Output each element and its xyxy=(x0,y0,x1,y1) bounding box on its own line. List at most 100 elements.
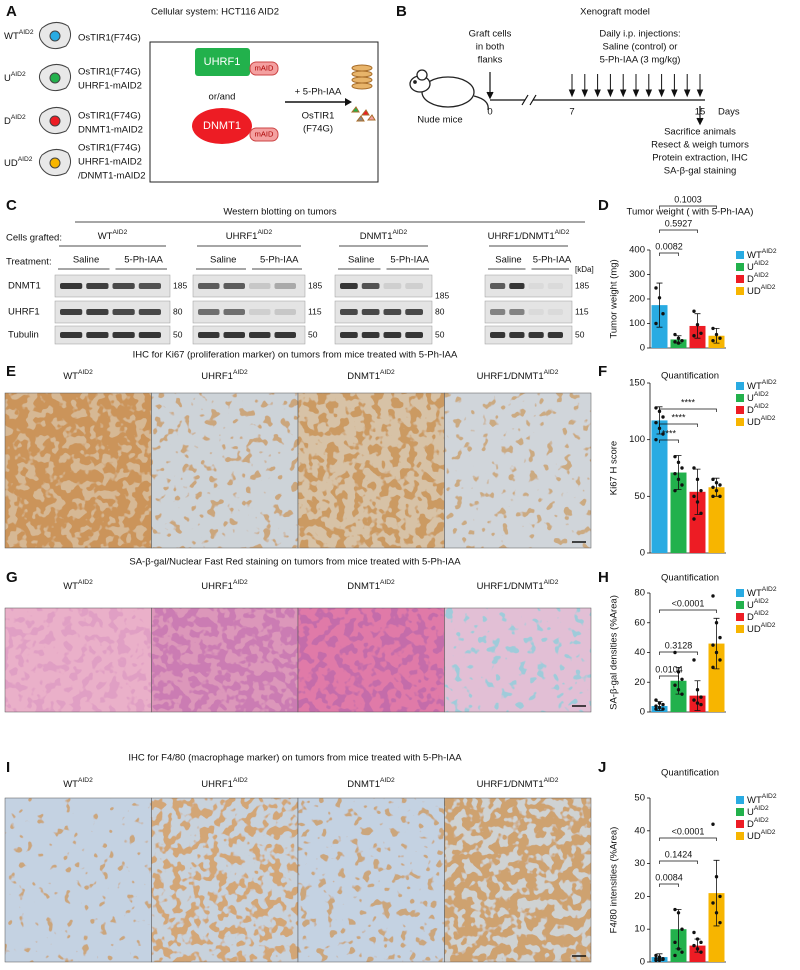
comparison-label: **** xyxy=(671,412,686,422)
data-point xyxy=(654,286,658,290)
image-column-label-superscript: AID2 xyxy=(544,369,559,376)
arrowhead xyxy=(607,89,614,98)
data-point xyxy=(692,466,696,470)
band xyxy=(60,332,83,338)
legend-label: UAID2 xyxy=(747,391,769,403)
error-bar xyxy=(713,617,720,670)
comparison-bracket xyxy=(659,883,679,887)
legend-swatch xyxy=(736,796,744,804)
image-column-label: UHRF1AID2 xyxy=(201,579,248,591)
band xyxy=(528,283,544,289)
treatment-label: Saline xyxy=(210,255,236,266)
legend-label: WTAID2 xyxy=(747,248,777,260)
data-point xyxy=(699,940,703,945)
mw-marker: 50 xyxy=(435,329,445,339)
genotype: OsTIR1(F74G) xyxy=(78,33,141,44)
data-point xyxy=(673,953,677,958)
band xyxy=(383,309,402,315)
image-column-label-base: WT xyxy=(63,779,78,790)
arrowhead xyxy=(619,89,627,98)
data-point xyxy=(711,494,715,499)
data-point xyxy=(711,665,715,670)
image-column-label: UHRF1AID2 xyxy=(201,369,248,381)
legend-label: DAID2 xyxy=(747,272,769,284)
y-tick-label: 300 xyxy=(629,269,645,280)
data-point xyxy=(673,471,677,476)
cell-label-base: UD xyxy=(4,158,18,169)
treatment-label: 5-Ph-IAA xyxy=(260,255,299,266)
micrograph xyxy=(298,608,445,712)
image-column-label: DNMT1AID2 xyxy=(347,579,395,591)
bar xyxy=(689,491,706,553)
legend-label-base: WT xyxy=(747,795,762,806)
blot xyxy=(484,274,573,298)
band xyxy=(223,283,245,289)
band xyxy=(223,332,245,338)
band xyxy=(509,309,525,315)
comparison-label: 0.3128 xyxy=(665,640,693,650)
data-point xyxy=(695,947,700,951)
genotype: UHRF1-mAID2 xyxy=(78,81,142,92)
cell-label: DAID2 xyxy=(4,114,26,126)
data-point xyxy=(711,326,715,331)
tile-border xyxy=(444,797,592,963)
legend-label-superscript: AID2 xyxy=(762,379,777,386)
data-point xyxy=(711,901,715,905)
image-column-label-base: DNMT1 xyxy=(347,371,380,382)
image-column-label-base: UHRF1 xyxy=(201,581,233,592)
y-tick-label: 10 xyxy=(634,924,645,935)
cell-label-superscript: AID2 xyxy=(11,114,26,121)
legend-label: UDAID2 xyxy=(747,829,776,841)
image-column-label: WTAID2 xyxy=(63,777,93,789)
legend-label-superscript: AID2 xyxy=(762,586,777,593)
comparison-bracket xyxy=(659,408,717,412)
micrograph xyxy=(298,798,445,962)
legend-label-base: UD xyxy=(747,831,761,842)
band xyxy=(528,332,544,338)
image-column-label-superscript: AID2 xyxy=(78,777,93,784)
data-point xyxy=(676,687,681,692)
chart-title: Quantification xyxy=(661,371,719,382)
data-point xyxy=(692,494,696,499)
comparison-bracket xyxy=(659,609,717,613)
mw-marker: 185 xyxy=(575,280,589,290)
legend-swatch xyxy=(736,589,744,597)
band xyxy=(198,332,220,338)
legend-label-base: UD xyxy=(747,286,761,297)
data-point xyxy=(676,341,681,345)
mw-marker: 185 xyxy=(308,280,322,290)
band xyxy=(138,309,161,315)
comparison-label: 0.1003 xyxy=(674,194,702,204)
data-point xyxy=(657,426,662,431)
data-point xyxy=(673,454,677,459)
data-point xyxy=(680,692,684,696)
data-point xyxy=(692,309,696,313)
panel-letter: B xyxy=(396,3,407,20)
image-panel-title: IHC for Ki67 (proliferation marker) on t… xyxy=(133,350,458,361)
data-point xyxy=(692,658,696,662)
micrograph xyxy=(5,393,152,548)
day: 15 xyxy=(695,107,706,118)
y-tick-label: 30 xyxy=(634,858,645,869)
data-point xyxy=(692,943,696,948)
image-column-label-superscript: AID2 xyxy=(233,579,248,586)
data-point xyxy=(673,683,677,687)
band xyxy=(547,283,563,289)
mw-marker: 80 xyxy=(435,306,445,316)
image-column-label: UHRF1AID2 xyxy=(201,777,248,789)
legend-swatch xyxy=(736,406,744,414)
y-tick-label: 40 xyxy=(634,647,645,658)
legend-label-superscript: AID2 xyxy=(762,248,777,255)
band xyxy=(86,332,109,338)
data-point xyxy=(680,338,684,343)
legend-swatch xyxy=(736,601,744,609)
legend-label-superscript: AID2 xyxy=(754,805,769,812)
data-point xyxy=(714,332,719,337)
micrograph xyxy=(5,608,152,712)
data-point xyxy=(692,517,696,521)
genotype: UHRF1-mAID2 xyxy=(78,157,142,168)
error-bar xyxy=(694,468,701,515)
data-point xyxy=(654,698,658,702)
group-label-superscript: AID2 xyxy=(113,229,128,236)
data-point xyxy=(718,635,722,640)
